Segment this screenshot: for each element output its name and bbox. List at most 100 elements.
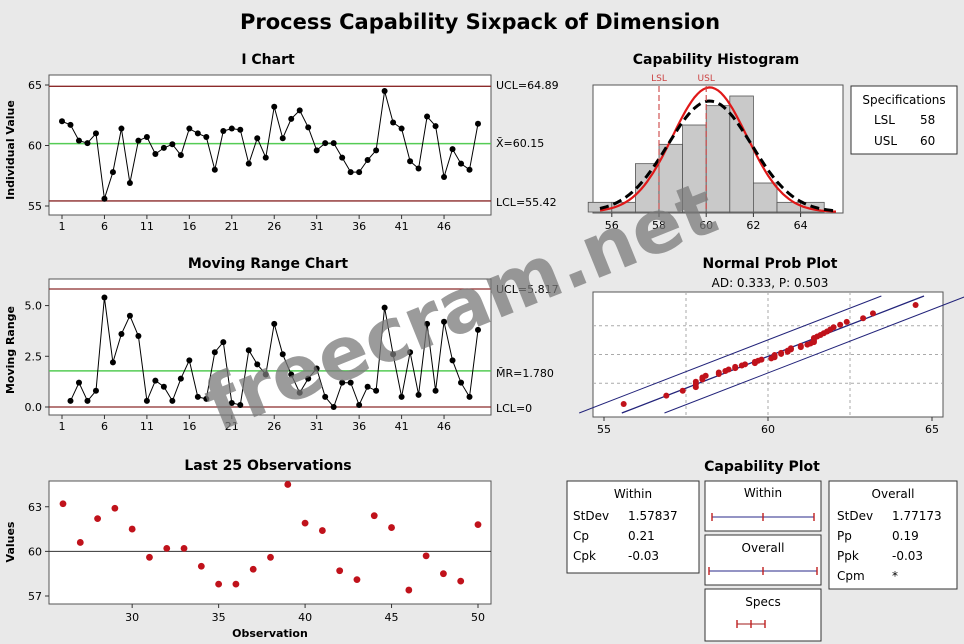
mr-chart-point [135, 333, 142, 340]
i-chart-xtick-label: 21 [225, 220, 239, 233]
last25-point [353, 576, 361, 584]
normal-prob-point [830, 324, 837, 331]
within-stdev-value: 1.57837 [628, 509, 678, 523]
last25-point [146, 553, 153, 561]
i-chart-point [67, 121, 74, 128]
i-chart-point [347, 169, 354, 176]
specifications-frame [850, 85, 958, 155]
mr-chart-xtick-label: 21 [225, 420, 239, 433]
normal-prob-point [620, 401, 627, 408]
i-chart-xtick-label: 6 [101, 220, 108, 233]
last25-point [474, 521, 482, 528]
mr-chart-point [347, 379, 354, 386]
i-chart-title: I Chart [241, 52, 295, 68]
i-chart-ytick-label: 55 [28, 200, 42, 213]
normal-prob-point [843, 318, 850, 325]
i-chart-point [390, 119, 397, 126]
spec-lsl-label: LSL [874, 113, 895, 127]
histogram-xtick-label: 58 [652, 219, 666, 232]
specs-interval-frame [704, 588, 822, 642]
mr-chart-point [262, 371, 269, 378]
i-chart-xtick-label: 16 [182, 220, 196, 233]
capability-histogram: Capability Histogram LSL USL 56 58 60 62 64 [587, 52, 844, 232]
normal-prob-xtick-label: 55 [597, 423, 611, 436]
mr-chart-point [109, 359, 116, 366]
histogram-lsl-label: LSL [651, 74, 667, 84]
histogram-bar [705, 105, 731, 213]
mr-chart-point [449, 357, 456, 364]
last25-point [405, 586, 413, 594]
normal-prob-point [732, 363, 739, 370]
mr-chart-xtick-label: 41 [395, 420, 409, 433]
last25-point [111, 504, 119, 512]
i-chart-point [194, 130, 201, 137]
last25-point [128, 525, 136, 533]
last25-point [440, 570, 447, 578]
mr-chart-point [92, 387, 99, 394]
mr-chart-point [432, 387, 439, 394]
i-chart-point [296, 107, 303, 114]
mr-chart-point [101, 294, 108, 301]
i-chart-point [220, 127, 227, 134]
mr-chart-point [305, 375, 312, 382]
spec-usl-label: USL [874, 134, 897, 148]
i-chart-point [169, 141, 176, 148]
last25-point [336, 567, 344, 575]
normal-prob-point [702, 372, 709, 379]
last25-ylabel: Values [4, 521, 17, 562]
last25-point [197, 562, 205, 570]
normal-prob-point [797, 342, 804, 349]
normal-prob-point [715, 369, 722, 376]
i-chart-xtick-label: 1 [59, 220, 66, 233]
mr-chart-point [211, 349, 218, 356]
last25-ytick-label: 57 [28, 590, 42, 603]
i-chart-ylabel: Individual Value [4, 100, 17, 200]
last25-point [163, 545, 171, 552]
last25-xtick-label: 50 [471, 611, 485, 624]
normal-prob-point [869, 310, 876, 317]
specifications-box: Specifications LSL 58 USL 60 [850, 85, 958, 155]
last25-point [370, 512, 378, 520]
i-chart-point [75, 137, 82, 144]
mr-chart-point [398, 393, 405, 400]
mr-chart-point [466, 393, 473, 400]
i-chart-point [262, 154, 269, 161]
last25-xtick-label: 35 [212, 611, 226, 624]
last-25-chart: Last 25 Observations Values Observation … [4, 458, 492, 640]
i-chart-xtick-label: 11 [140, 220, 154, 233]
within-stats-title: Within [614, 487, 652, 501]
normal-prob-point [860, 315, 867, 322]
last25-point [215, 580, 223, 588]
i-chart-point [203, 134, 210, 141]
mr-chart-point [152, 377, 159, 384]
i-chart-point [381, 88, 388, 95]
i-chart-point [373, 147, 380, 154]
i-chart-point [441, 173, 448, 180]
i-chart-lcl-label: LCL=55.42 [496, 196, 557, 209]
i-chart-point [398, 125, 405, 132]
overall-ppk-label: Ppk [837, 549, 859, 563]
mr-chart-ucl-label: UCL=5.817 [496, 283, 559, 296]
i-chart-point [339, 154, 346, 161]
mr-chart-point [203, 395, 210, 402]
mr-chart-point [245, 347, 252, 354]
i-chart-ucl-label: UCL=64.89 [496, 79, 559, 92]
histogram-within-curve [599, 86, 837, 213]
mr-chart-point [330, 404, 337, 410]
last25-point [267, 553, 274, 561]
i-chart-point [228, 125, 235, 132]
i-chart-point [186, 125, 193, 132]
normal-prob-point [742, 361, 749, 368]
mr-chart-xtick-label: 46 [437, 420, 451, 433]
i-chart-point [449, 146, 456, 153]
normal-prob-point [912, 301, 919, 308]
mr-chart-xtick-label: 36 [352, 420, 366, 433]
mr-chart-point [186, 357, 193, 364]
capability-plot: Capability Plot Within StDev 1.57837 Cp … [566, 459, 958, 642]
last25-xtick-label: 45 [385, 611, 399, 624]
normal-prob-xtick-label: 60 [761, 423, 775, 436]
mr-chart-point [254, 361, 261, 368]
i-chart-point [415, 165, 422, 172]
